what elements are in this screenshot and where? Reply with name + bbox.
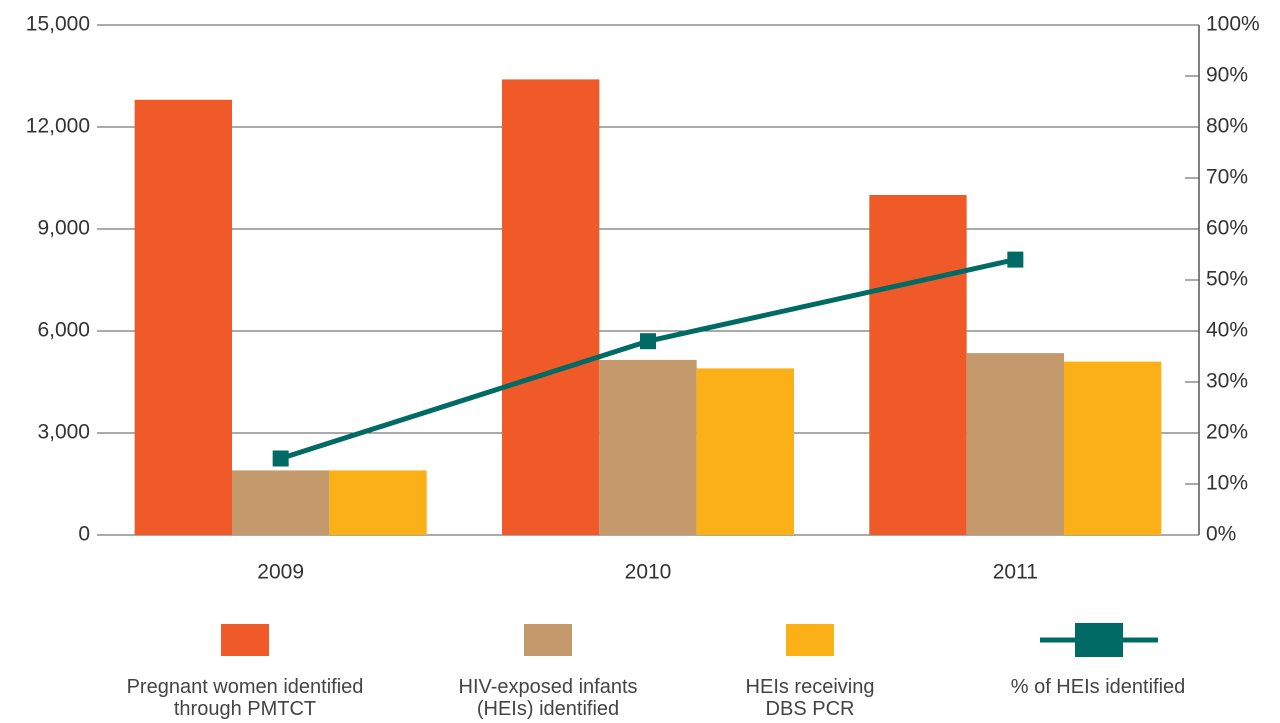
bar (1064, 361, 1162, 535)
marker (272, 450, 289, 467)
y-tick-label: 6,000 (37, 319, 90, 342)
y2-tick-label: 60% (1206, 217, 1248, 240)
x-tick-label: 2009 (257, 561, 304, 584)
bar (329, 470, 427, 535)
x-tick-label: 2011 (993, 561, 1038, 584)
legend-label: HEIs receiving DBS PCR (745, 676, 875, 720)
legend-swatch (1075, 623, 1123, 657)
legend-label: HIV-exposed infants (HEIs) identified (458, 676, 638, 720)
y-tick-label: 0 (78, 523, 90, 546)
y2-tick-label: 50% (1206, 268, 1248, 291)
y2-tick-label: 90% (1206, 64, 1248, 87)
y-tick-label: 9,000 (37, 217, 90, 240)
y-tick-label: 12,000 (26, 115, 90, 138)
y2-tick-label: 100% (1206, 13, 1260, 36)
x-tick-label: 2010 (625, 561, 672, 584)
legend-label: % of HEIs identified (1010, 676, 1186, 698)
marker (640, 333, 656, 350)
y2-tick-label: 80% (1206, 115, 1248, 138)
y2-tick-label: 30% (1206, 370, 1248, 393)
legend-swatch (221, 624, 269, 656)
y2-tick-label: 70% (1206, 166, 1248, 189)
y2-tick-label: 40% (1206, 319, 1248, 342)
legend-swatch (524, 624, 572, 656)
legend-swatch (786, 624, 834, 656)
legend-label: Pregnant women identified through PMTCT (126, 676, 364, 720)
bar (869, 195, 967, 535)
bar (599, 359, 697, 535)
bar (231, 470, 330, 535)
bar (501, 79, 600, 536)
y2-tick-label: 10% (1206, 472, 1248, 495)
bar (966, 353, 1065, 535)
y2-tick-label: 0% (1206, 523, 1236, 546)
y2-tick-label: 20% (1206, 421, 1248, 444)
marker (1007, 251, 1024, 268)
bar (134, 99, 232, 536)
y-tick-label: 15,000 (26, 13, 90, 36)
bar (696, 368, 795, 535)
y-tick-label: 3,000 (37, 421, 90, 444)
